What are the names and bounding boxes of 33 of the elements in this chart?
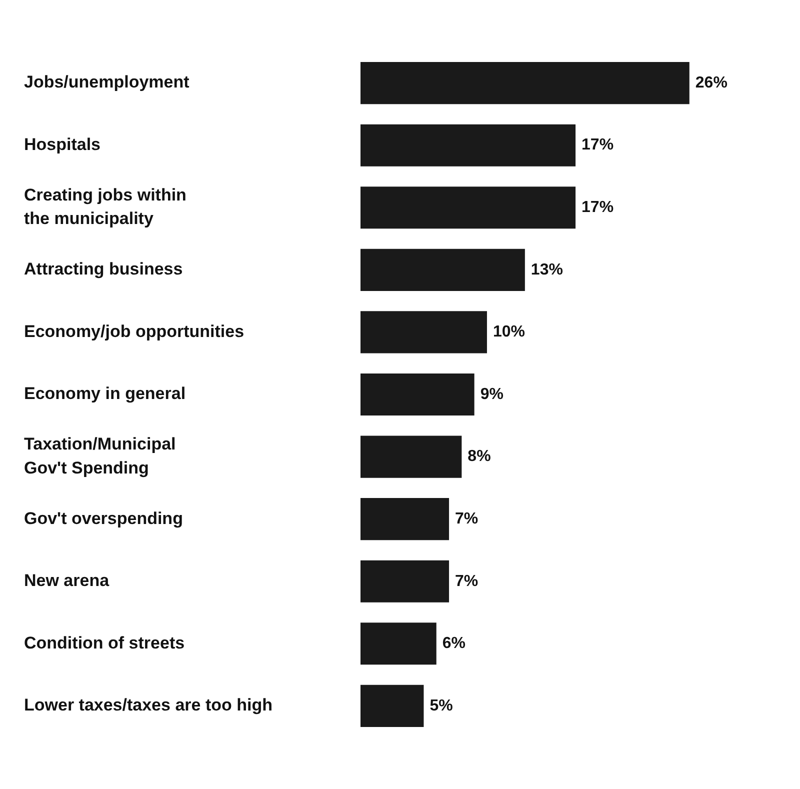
bar — [360, 124, 576, 166]
bar — [360, 498, 450, 540]
bar — [360, 62, 690, 104]
data-label: 5% — [430, 697, 453, 714]
data-label: 6% — [442, 635, 466, 652]
bar — [360, 436, 462, 478]
y-tick-label: Creating jobs within the municipality — [24, 185, 186, 228]
bar — [360, 248, 525, 291]
bar — [360, 373, 474, 416]
y-tick-label: Gov't overspending — [24, 508, 183, 528]
bar — [360, 560, 450, 602]
bar — [360, 186, 576, 229]
data-label: 17% — [582, 199, 614, 216]
data-label: 17% — [582, 136, 614, 154]
data-label: 7% — [455, 510, 478, 528]
y-tick-label: Hospitals — [24, 135, 101, 154]
y-tick-label: Economy/job opportunities — [24, 322, 244, 341]
data-label: 7% — [455, 572, 478, 590]
y-tick-label: Jobs/unemployment — [24, 72, 190, 92]
data-label: 9% — [480, 386, 504, 403]
y-tick-label: Lower taxes/taxes are too high — [24, 696, 272, 715]
bar — [360, 684, 424, 727]
data-label: 13% — [530, 261, 563, 278]
data-label: 26% — [695, 74, 728, 92]
y-tick-label: Attracting business — [24, 260, 183, 279]
bar — [360, 622, 436, 665]
y-tick-label: Condition of streets — [24, 633, 185, 652]
bar — [360, 311, 487, 354]
y-tick-label: New arena — [24, 571, 110, 590]
data-label: 8% — [468, 448, 491, 466]
y-tick-label: Taxation/Municipal Gov't Spending — [24, 434, 176, 478]
y-tick-label: Economy in general — [24, 384, 186, 404]
data-label: 10% — [492, 324, 526, 341]
